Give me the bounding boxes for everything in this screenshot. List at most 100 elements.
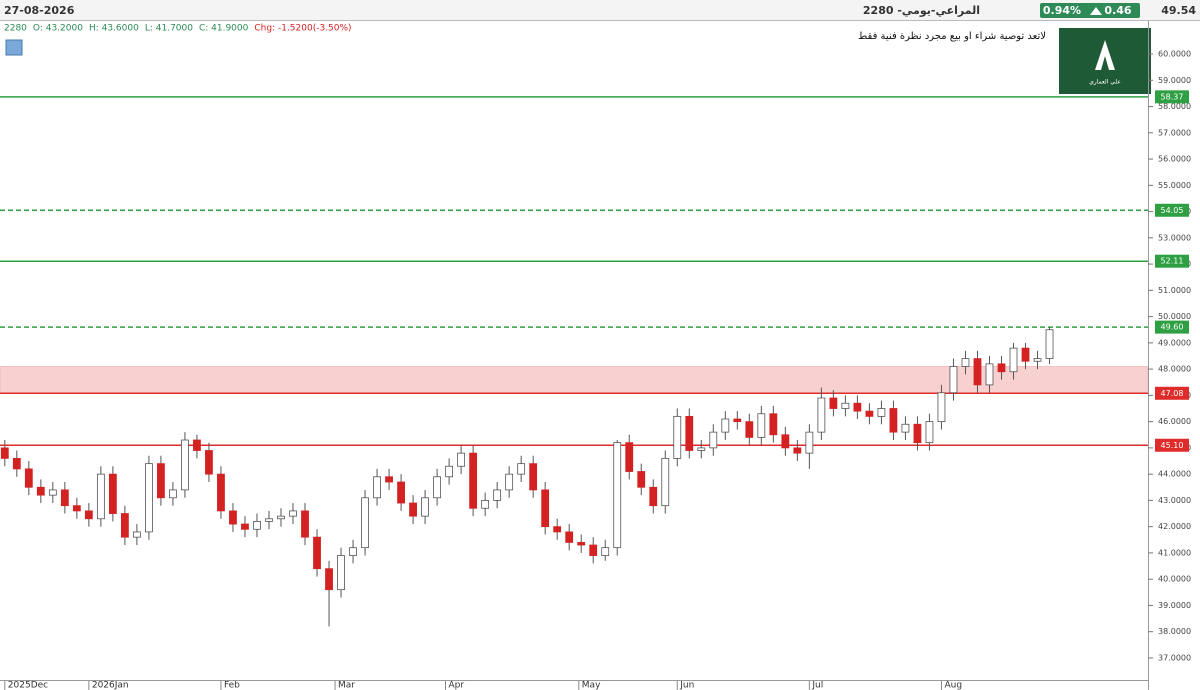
candle-body <box>493 489 502 501</box>
disclaimer: لاتعد توصية شراء او بيع مجرد نظرة فنية ف… <box>858 31 1046 42</box>
candle-body <box>72 505 81 512</box>
candle-body <box>937 392 946 423</box>
level-label-box <box>1155 438 1189 452</box>
candle-body <box>193 439 201 451</box>
x-tick-label: 2025Dec <box>8 681 48 690</box>
candle-body <box>541 489 550 528</box>
candle-body <box>457 452 466 467</box>
ohlc-item: L: 41.7000 <box>145 24 193 34</box>
candle-body <box>277 515 285 520</box>
y-tick-label: 39.0000 <box>1158 601 1191 610</box>
candle-body <box>24 468 33 488</box>
x-tick-label: Mar <box>338 681 355 690</box>
candle-body <box>901 423 910 433</box>
y-tick-label: 53.0000 <box>1158 233 1191 242</box>
x-tick-label: Aug <box>944 681 962 690</box>
level-label: 49.60 <box>1161 323 1184 332</box>
y-tick-label: 43.0000 <box>1158 496 1191 505</box>
candle-body <box>445 465 454 478</box>
logo-box <box>1059 28 1151 94</box>
up-arrow <box>1090 7 1102 15</box>
candle-body <box>829 397 838 409</box>
level-label: 52.11 <box>1161 257 1184 266</box>
ohlc-item: Chg: -1.5200(-3.50%) <box>254 24 351 34</box>
candle-body <box>96 473 105 520</box>
y-tick-label: 50.0000 <box>1158 312 1191 321</box>
candle-body <box>997 363 1006 373</box>
candle-body <box>169 489 177 499</box>
ohlc-item: H: 43.6000 <box>89 24 139 34</box>
candle-body <box>505 473 514 491</box>
candle-body <box>745 421 754 438</box>
candle-body <box>120 513 129 538</box>
level-label: 58.37 <box>1161 92 1184 101</box>
symbol-title: المراعي-يومي- 2280 <box>863 4 980 17</box>
level-label-box <box>1155 386 1189 400</box>
candle-body <box>577 542 586 546</box>
candle-body <box>1009 347 1018 373</box>
y-tick-label: 48.0000 <box>1158 365 1191 374</box>
y-tick-label: 55.0000 <box>1158 181 1191 190</box>
candle-body <box>949 366 958 394</box>
candle-body <box>589 544 598 556</box>
candle-body <box>709 431 718 449</box>
ohlc-item: C: 41.9000 <box>199 24 249 34</box>
ohlc-item: 2280 <box>4 24 27 34</box>
candle-body <box>325 568 333 591</box>
candle-body <box>769 413 778 436</box>
candle-body <box>781 434 790 449</box>
candle-body <box>313 536 321 570</box>
candle-body <box>48 489 57 496</box>
y-tick-label: 40.0000 <box>1158 575 1191 584</box>
candle-body <box>805 431 814 454</box>
candle-body <box>649 486 658 507</box>
candle-body <box>481 500 490 509</box>
candle-body <box>733 418 742 423</box>
level-label-box <box>1155 320 1189 334</box>
candle-body <box>697 447 706 451</box>
candle-body <box>349 547 357 556</box>
candle-body <box>205 450 213 475</box>
y-tick-label: 49.0000 <box>1158 338 1191 347</box>
candle-body <box>517 463 526 475</box>
candle-body <box>36 486 45 496</box>
candle-body <box>337 555 345 591</box>
y-tick-label: 58.0000 <box>1158 102 1191 111</box>
candle-body <box>108 473 117 514</box>
candle-body <box>241 523 249 530</box>
y-tick-label: 59.0000 <box>1158 76 1191 85</box>
candle-body <box>553 526 562 533</box>
x-tick-label: May <box>582 681 601 690</box>
level-label-box <box>1155 203 1189 217</box>
candle-body <box>685 415 694 451</box>
x-tick-label: Jun <box>679 681 694 690</box>
level-label: 45.10 <box>1161 441 1184 450</box>
candle-body <box>613 442 622 549</box>
candle-body <box>1045 329 1054 360</box>
candle-body <box>397 481 405 504</box>
indicator-icon[interactable] <box>5 39 23 56</box>
candle-body <box>1033 358 1042 362</box>
y-tick-label: 51.0000 <box>1158 286 1191 295</box>
candle-body <box>661 457 670 507</box>
y-tick-label: 46.0000 <box>1158 417 1191 426</box>
x-tick-label: 2026Jan <box>92 681 129 690</box>
candle-body <box>289 510 297 517</box>
y-tick-label: 57.0000 <box>1158 128 1191 137</box>
x-tick-label: Apr <box>449 681 465 690</box>
candle-body <box>925 421 934 444</box>
change-value: 0.46 <box>1104 4 1131 17</box>
logo-mark <box>1095 40 1115 70</box>
level-label: 47.08 <box>1161 389 1184 398</box>
header-bar <box>0 0 1200 20</box>
candle-body <box>853 402 862 412</box>
candle-body <box>0 447 9 459</box>
date: 27-08-2026 <box>4 4 75 17</box>
y-tick-label: 38.0000 <box>1158 627 1191 636</box>
candle-body <box>865 410 874 417</box>
level-label-box <box>1155 254 1189 268</box>
y-tick-label: 44.0000 <box>1158 470 1191 479</box>
candle-body <box>301 510 309 538</box>
candle-body <box>793 447 802 454</box>
y-tick-label: 56.0000 <box>1158 155 1191 164</box>
